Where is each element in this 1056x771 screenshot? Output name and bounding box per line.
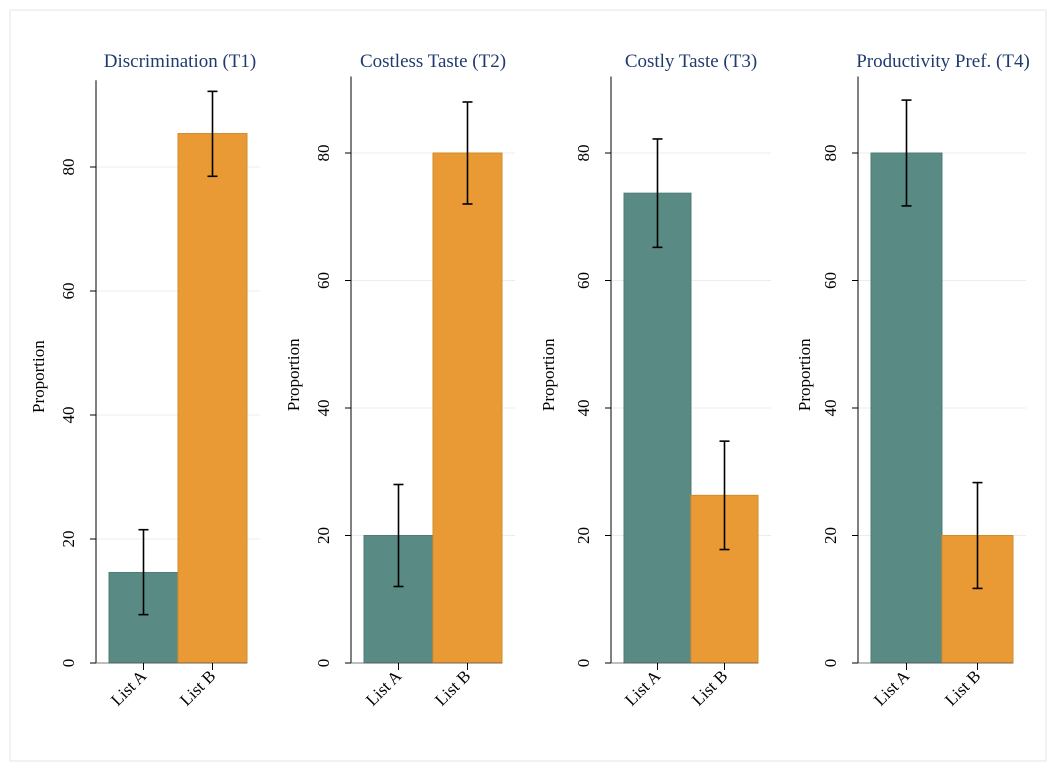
y-tick-label: 20 [821,527,840,544]
y-axis-title: Proportion [29,340,48,413]
y-axis-title: Proportion [539,338,558,411]
y-tick-label: 20 [314,527,333,544]
y-tick-label: 60 [314,272,333,289]
y-tick-label: 80 [314,145,333,162]
y-tick-label: 40 [59,407,78,424]
y-axis-title: Proportion [795,338,814,411]
y-tick-label: 20 [59,531,78,548]
panel-title: Costless Taste (T2) [360,51,506,72]
y-tick-label: 60 [821,272,840,289]
x-category-label: List A [107,666,151,710]
x-category-label: List B [431,666,474,709]
y-tick-label: 80 [59,159,78,176]
panel-title: Costly Taste (T3) [625,51,757,72]
x-category-label: List A [870,666,914,710]
chart-panel-1: Discrimination (T1) 0 20 40 60 80 Proportion Li… [29,51,260,710]
bar-list-b [177,133,248,664]
panel-title: Productivity Pref. (T4) [856,51,1030,72]
y-axis-title: Proportion [284,338,303,411]
y-tick-label: 80 [821,145,840,162]
y-tick-label: 60 [59,283,78,300]
y-tick-label: 0 [59,659,78,668]
figure-frame [9,9,1047,762]
y-tick-label: 60 [574,272,593,289]
chart-panel-3: Costly Taste (T3) 0 20 40 60 80 Proportion List… [539,51,771,710]
bar-list-a [870,152,943,664]
y-tick-label: 20 [574,527,593,544]
y-tick-label: 0 [821,659,840,668]
y-tick-label: 0 [574,659,593,668]
chart-panel-4: Productivity Pref. (T4) 0 20 40 60 80 Proporti… [795,51,1030,710]
x-category-label: List B [688,666,731,709]
x-category-label: List B [176,666,219,709]
y-tick-label: 40 [314,400,333,417]
chart-panel-2: Costless Taste (T2) 0 20 40 60 80 Proportion Li… [284,51,515,710]
y-tick-label: 0 [314,659,333,668]
bar-list-b [432,152,503,664]
y-tick-label: 80 [574,145,593,162]
x-category-label: List A [362,666,406,710]
y-tick-label: 40 [821,400,840,417]
bar-list-a [623,192,692,664]
y-tick-label: 40 [574,400,593,417]
panel-title: Discrimination (T1) [104,51,257,72]
x-category-label: List B [941,666,984,709]
x-category-label: List A [621,666,665,710]
